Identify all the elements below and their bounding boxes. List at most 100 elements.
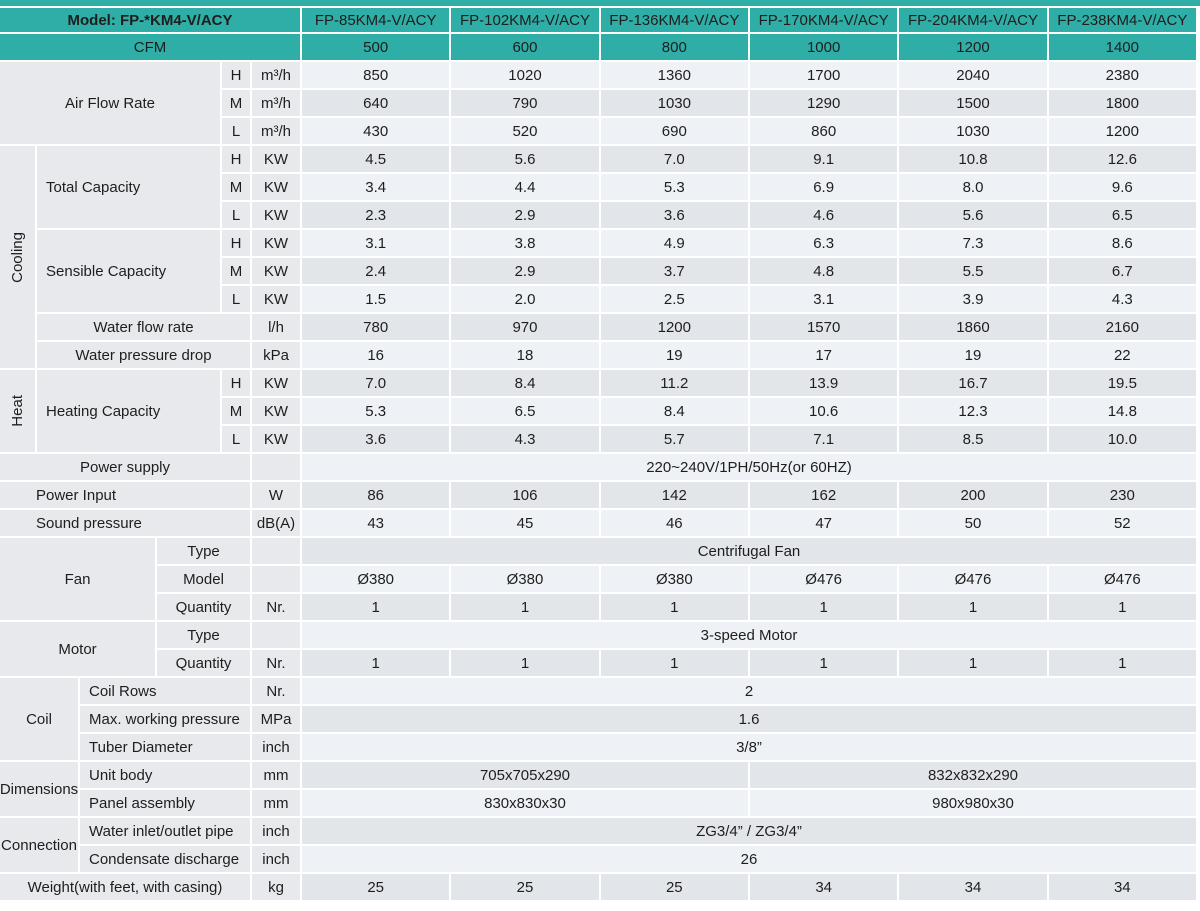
value-total-capacity-h: 5.6: [451, 146, 599, 172]
vertical-label-text: Heat: [9, 395, 26, 427]
value-air-flow-m: 1030: [600, 90, 748, 116]
speed-label: H: [222, 62, 250, 88]
label-water-pressure-drop: Water pressure drop: [37, 342, 250, 368]
unit-label: KW: [252, 258, 300, 284]
value-sound-pressure: 52: [1048, 510, 1196, 536]
value-sensible-capacity-h: 6.3: [749, 230, 898, 256]
value-motor-quantity: 1: [600, 650, 748, 676]
value-sensible-capacity-h: 4.9: [600, 230, 748, 256]
value-motor-quantity: 1: [1048, 650, 1196, 676]
value-motor-type: 3-speed Motor: [302, 622, 1196, 648]
value-total-capacity-l: 6.5: [1048, 202, 1196, 228]
unit-label: inch: [252, 846, 300, 872]
value-sound-pressure: 43: [302, 510, 450, 536]
value-heating-capacity-l: 7.1: [749, 426, 898, 452]
value-heating-capacity-h: 7.0: [302, 370, 450, 396]
value-total-capacity-m: 8.0: [899, 174, 1047, 200]
speed-label: M: [222, 90, 250, 116]
value-sound-pressure: 46: [600, 510, 748, 536]
unit-label-empty: [252, 622, 300, 648]
speed-label: L: [222, 202, 250, 228]
value-heating-capacity-l: 4.3: [451, 426, 599, 452]
label-sensible-capacity: Sensible Capacity: [37, 230, 220, 312]
value-sensible-capacity-l: 2.5: [600, 286, 748, 312]
value-fan-model: Ø380: [302, 566, 450, 592]
label-total-capacity: Total Capacity: [37, 146, 220, 228]
sublabel-motor-type: Type: [157, 622, 250, 648]
label-heating-capacity: Heating Capacity: [37, 370, 220, 452]
unit-label: mm: [252, 790, 300, 816]
value-tuber-diameter: 3/8”: [302, 734, 1196, 760]
value-sensible-capacity-l: 4.3: [1048, 286, 1196, 312]
value-air-flow-l: 860: [749, 118, 898, 144]
value-power-input: 162: [749, 482, 898, 508]
cfm-value: 500: [302, 34, 450, 60]
value-condensate-discharge: 26: [302, 846, 1196, 872]
value-water-pressure-drop: 22: [1048, 342, 1196, 368]
value-air-flow-m: 1500: [899, 90, 1047, 116]
value-water-pressure-drop: 17: [749, 342, 898, 368]
label-air-flow-rate: Air Flow Rate: [0, 62, 220, 144]
value-sensible-capacity-l: 1.5: [302, 286, 450, 312]
label-fan: Fan: [0, 538, 155, 620]
value-fan-quantity: 1: [302, 594, 450, 620]
value-sensible-capacity-l: 2.0: [451, 286, 599, 312]
value-motor-quantity: 1: [302, 650, 450, 676]
value-water-flow-rate: 1200: [600, 314, 748, 340]
unit-label: kg: [252, 874, 300, 900]
value-air-flow-l: 1200: [1048, 118, 1196, 144]
cfm-value: 600: [451, 34, 599, 60]
sublabel-fan-type: Type: [157, 538, 250, 564]
value-total-capacity-l: 3.6: [600, 202, 748, 228]
value-sensible-capacity-l: 3.1: [749, 286, 898, 312]
unit-label-empty: [252, 454, 300, 480]
label-cooling: Cooling: [0, 146, 35, 368]
value-water-pressure-drop: 19: [899, 342, 1047, 368]
sublabel-unit-body: Unit body: [80, 762, 250, 788]
value-power-input: 230: [1048, 482, 1196, 508]
sublabel-coil-rows: Coil Rows: [80, 678, 250, 704]
value-fan-model: Ø476: [1048, 566, 1196, 592]
unit-label: dB(A): [252, 510, 300, 536]
value-total-capacity-m: 3.4: [302, 174, 450, 200]
model-header: Model: FP-*KM4-V/ACY: [0, 8, 300, 32]
value-power-input: 106: [451, 482, 599, 508]
label-power-supply: Power supply: [0, 454, 250, 480]
value-sensible-capacity-m: 2.4: [302, 258, 450, 284]
value-total-capacity-m: 5.3: [600, 174, 748, 200]
value-panel-assembly-small: 830x830x30: [302, 790, 748, 816]
unit-label: mm: [252, 762, 300, 788]
value-total-capacity-l: 2.3: [302, 202, 450, 228]
label-dimensions: Dimensions: [0, 762, 78, 816]
sublabel-max-working-pressure: Max. working pressure: [80, 706, 250, 732]
value-total-capacity-h: 10.8: [899, 146, 1047, 172]
value-heating-capacity-l: 10.0: [1048, 426, 1196, 452]
sublabel-condensate-discharge: Condensate discharge: [80, 846, 250, 872]
value-motor-quantity: 1: [899, 650, 1047, 676]
value-total-capacity-m: 6.9: [749, 174, 898, 200]
value-water-inlet-outlet: ZG3/4” / ZG3/4”: [302, 818, 1196, 844]
label-coil: Coil: [0, 678, 78, 760]
value-sensible-capacity-m: 6.7: [1048, 258, 1196, 284]
value-total-capacity-m: 9.6: [1048, 174, 1196, 200]
value-sensible-capacity-m: 2.9: [451, 258, 599, 284]
speed-label: H: [222, 370, 250, 396]
speed-label: L: [222, 118, 250, 144]
vertical-label-text: Cooling: [9, 231, 26, 283]
sublabel-fan-model: Model: [157, 566, 250, 592]
unit-label: m³/h: [252, 90, 300, 116]
value-total-capacity-l: 4.6: [749, 202, 898, 228]
value-sensible-capacity-m: 3.7: [600, 258, 748, 284]
value-heating-capacity-l: 8.5: [899, 426, 1047, 452]
value-fan-quantity: 1: [899, 594, 1047, 620]
label-weight: Weight(with feet, with casing): [0, 874, 250, 900]
cfm-value: 1200: [899, 34, 1047, 60]
sublabel-water-inlet-outlet: Water inlet/outlet pipe: [80, 818, 250, 844]
value-air-flow-m: 640: [302, 90, 450, 116]
value-total-capacity-h: 9.1: [749, 146, 898, 172]
value-air-flow-l: 430: [302, 118, 450, 144]
value-heating-capacity-m: 8.4: [600, 398, 748, 424]
value-heating-capacity-h: 8.4: [451, 370, 599, 396]
label-connection: Connection: [0, 818, 78, 872]
